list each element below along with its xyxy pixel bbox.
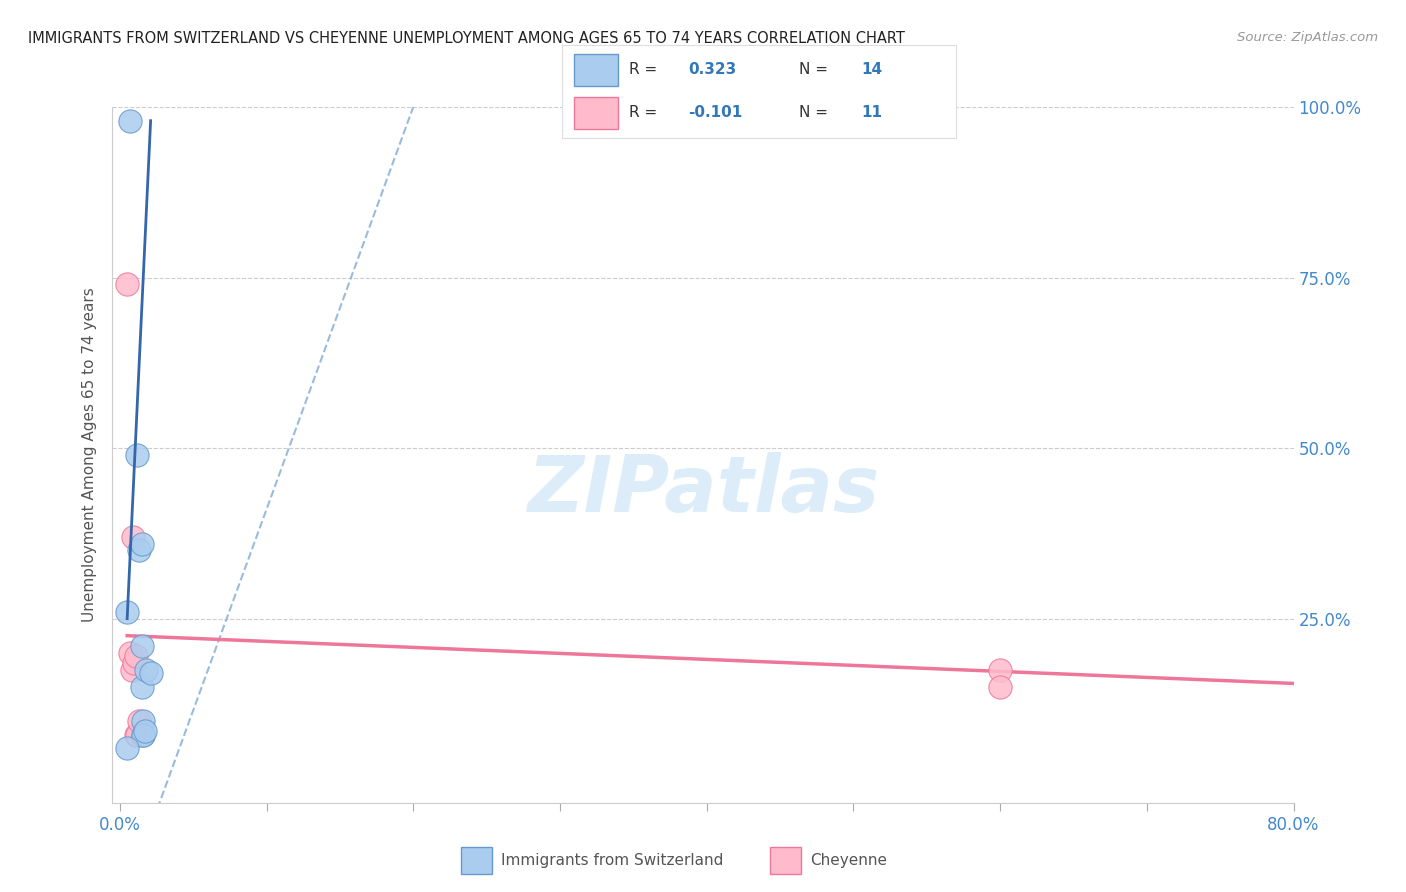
Point: [131, 680, 153, 694]
Point: [125, 728, 148, 742]
Text: IMMIGRANTS FROM SWITZERLAND VS CHEYENNE UNEMPLOYMENT AMONG AGES 65 TO 74 YEARS C: IMMIGRANTS FROM SWITZERLAND VS CHEYENNE …: [28, 31, 905, 46]
FancyBboxPatch shape: [574, 97, 617, 129]
Text: Cheyenne: Cheyenne: [810, 854, 887, 868]
Text: 11: 11: [862, 105, 883, 120]
Text: 0.323: 0.323: [689, 62, 737, 78]
Text: R =: R =: [630, 62, 658, 78]
Point: [139, 666, 162, 681]
Point: [120, 646, 142, 660]
Point: [115, 277, 138, 292]
Text: Immigrants from Switzerland: Immigrants from Switzerland: [501, 854, 723, 868]
Point: [128, 543, 150, 558]
Point: [132, 728, 155, 742]
Point: [135, 663, 157, 677]
Point: [127, 448, 149, 462]
Point: [132, 728, 155, 742]
Point: [127, 728, 149, 742]
Point: [120, 113, 142, 128]
Text: -0.101: -0.101: [689, 105, 742, 120]
Point: [128, 714, 150, 728]
Text: N =: N =: [799, 105, 828, 120]
Text: N =: N =: [799, 62, 828, 78]
FancyBboxPatch shape: [574, 54, 617, 86]
Point: [122, 530, 145, 544]
Point: [124, 656, 146, 670]
FancyBboxPatch shape: [461, 847, 492, 874]
FancyBboxPatch shape: [770, 847, 801, 874]
Text: ZIPatlas: ZIPatlas: [527, 451, 879, 528]
Text: 14: 14: [862, 62, 883, 78]
Point: [988, 663, 1011, 677]
Point: [132, 714, 155, 728]
Text: R =: R =: [630, 105, 658, 120]
Point: [134, 724, 156, 739]
Point: [988, 680, 1011, 694]
Y-axis label: Unemployment Among Ages 65 to 74 years: Unemployment Among Ages 65 to 74 years: [82, 287, 97, 623]
Point: [121, 663, 143, 677]
Point: [131, 536, 153, 550]
Text: Source: ZipAtlas.com: Source: ZipAtlas.com: [1237, 31, 1378, 45]
Point: [131, 639, 153, 653]
Point: [115, 741, 138, 756]
Point: [115, 605, 138, 619]
Point: [125, 649, 148, 664]
